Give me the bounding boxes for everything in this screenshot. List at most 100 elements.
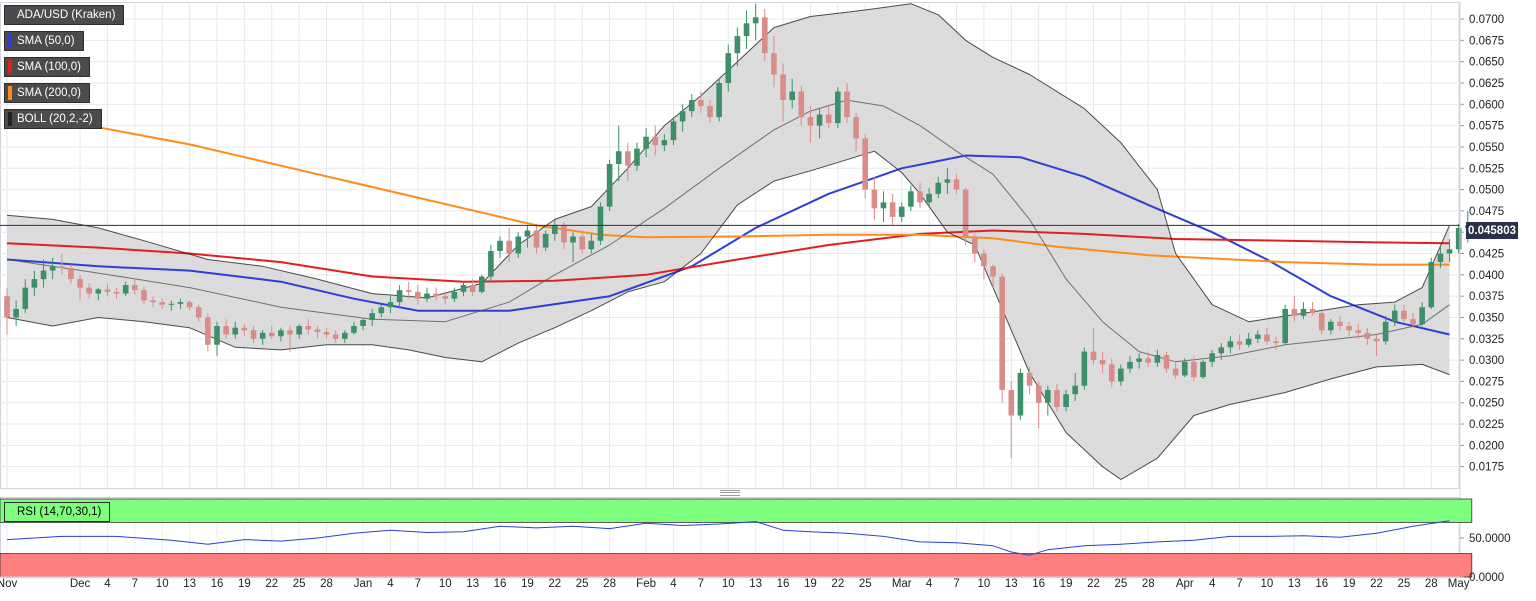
candle-body	[1391, 310, 1398, 322]
time-tick-label: 10	[439, 578, 452, 590]
candle-body	[588, 240, 595, 250]
price-tick-label: 0.0200	[1469, 440, 1504, 452]
candle-body	[1218, 347, 1225, 354]
panel-resize-handle[interactable]	[720, 490, 740, 496]
candle-body	[214, 326, 220, 345]
candle-body	[68, 268, 74, 280]
series-sma-100-0	[6, 229, 1450, 283]
candle-body	[1227, 341, 1234, 348]
instrument-legend[interactable]: ADA/USD (Kraken)	[4, 5, 125, 25]
candle-body	[1255, 334, 1261, 339]
rsi-tick-label: 0.0000	[1469, 572, 1504, 584]
legend-label-sma-50: SMA (50,0)	[17, 35, 75, 47]
candle-body	[1191, 361, 1197, 378]
candle-body	[1455, 227, 1462, 250]
candle-body	[1072, 385, 1079, 395]
candle-body	[478, 276, 485, 292]
time-tick-label: 19	[238, 578, 251, 590]
time-tick-label: 25	[293, 578, 306, 590]
legend-sma-50[interactable]: SMA (50,0)	[4, 31, 84, 51]
candle-body	[625, 151, 631, 166]
candle-body	[1181, 361, 1188, 376]
candle-body	[798, 91, 805, 118]
legend-sma-200[interactable]: SMA (200,0)	[4, 83, 90, 103]
candle-body	[268, 332, 275, 337]
candle-body	[287, 330, 293, 335]
candle-body	[141, 290, 147, 301]
candle-body	[1063, 394, 1069, 407]
candle-body	[451, 291, 458, 299]
candle-body	[570, 236, 576, 243]
rsi-overbought-zone	[0, 498, 1473, 523]
time-tick-label: 19	[804, 578, 817, 590]
candle-body	[1410, 319, 1416, 325]
candle-body	[122, 285, 129, 294]
candle-body	[469, 285, 476, 292]
time-tick-label: 22	[1370, 578, 1383, 590]
candle-body	[314, 329, 321, 332]
time-tick-label: 22	[265, 578, 278, 590]
candle-body	[1428, 262, 1435, 308]
time-tick-label: 19	[1060, 578, 1073, 590]
time-tick-label: 16	[494, 578, 507, 590]
legend-sma-100[interactable]: SMA (100,0)	[4, 57, 90, 77]
rsi-tick-label: 50.0000	[1469, 533, 1511, 545]
candle-body	[1172, 368, 1179, 376]
time-axis: Nov Dec 4 7 10 13 16 19 22 25 28 Jan 4 7 10 13 16 19 22 25 2…	[0, 576, 1470, 590]
candle-body	[1264, 334, 1270, 342]
candle-body	[825, 114, 832, 124]
candle-body	[679, 111, 686, 122]
candle-body	[734, 36, 741, 54]
instrument-label: ADA/USD (Kraken)	[17, 9, 116, 21]
candle-body	[278, 330, 284, 337]
price-tick-label: 0.0300	[1469, 355, 1504, 367]
legend-swatch-sma-100	[8, 60, 12, 74]
candle-body	[1437, 253, 1444, 263]
time-tick-label: 19	[1343, 578, 1356, 590]
candle-body	[259, 332, 266, 339]
price-tick-label: 0.0275	[1469, 376, 1504, 388]
candle-body	[488, 250, 494, 277]
legend-label-boll: BOLL (20,2,-2)	[17, 113, 93, 125]
series-sma-200-0	[6, 113, 1450, 266]
candle-body	[1200, 361, 1206, 378]
candle-body	[971, 236, 978, 254]
time-tick-label: 13	[1005, 578, 1018, 590]
candle-body	[634, 148, 640, 166]
candle-body	[387, 302, 394, 308]
candle-body	[360, 320, 366, 326]
candle-body	[871, 189, 878, 209]
candle-body	[13, 308, 19, 318]
candle-body	[716, 83, 722, 118]
rsi-legend[interactable]: RSI (14,70,30,1)	[4, 502, 111, 522]
price-tick-label: 0.0425	[1469, 249, 1504, 261]
candle-body	[40, 270, 47, 280]
candle-body	[1346, 326, 1352, 331]
price-tick-label: 0.0525	[1469, 163, 1504, 175]
candle-body	[917, 191, 923, 203]
time-tick-label: 10	[978, 578, 991, 590]
price-tick-label: 0.0325	[1469, 334, 1504, 346]
time-tick-label: 25	[1114, 578, 1127, 590]
candle-body	[296, 326, 302, 335]
rsi-panel	[0, 497, 1473, 578]
candle-body	[396, 290, 403, 303]
moving-averages	[6, 3, 1450, 480]
price-tick-label: 0.0475	[1469, 206, 1504, 218]
candle-body	[789, 91, 795, 101]
candle-body	[935, 182, 942, 194]
candle-body	[670, 121, 677, 141]
price-tick-label: 0.0700	[1469, 14, 1504, 26]
candle-body	[780, 74, 786, 101]
price-tick-label: 0.0225	[1469, 419, 1504, 431]
time-tick-label: 10	[1261, 578, 1274, 590]
candle-body	[552, 225, 558, 234]
price-tick-label: 0.0400	[1469, 270, 1504, 282]
candle-body	[561, 225, 567, 243]
candle-body	[1373, 338, 1380, 342]
time-tick-label: 22	[548, 578, 561, 590]
time-tick-label: Feb	[636, 578, 656, 590]
legend-boll[interactable]: BOLL (20,2,-2)	[4, 109, 102, 129]
price-tick-label: 0.0650	[1469, 57, 1504, 69]
